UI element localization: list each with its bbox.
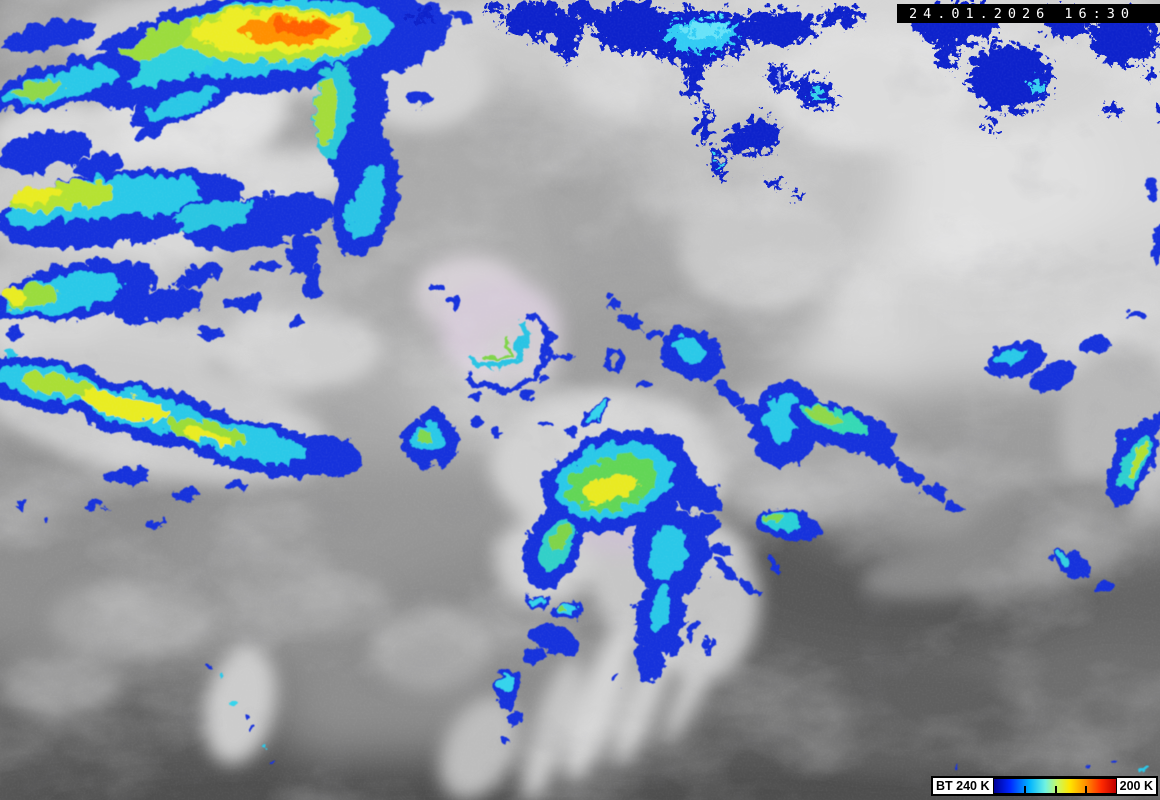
bt-legend: BT 240 K 200 K [931, 776, 1158, 796]
timestamp-text: 24.01.2026 16:30 [909, 5, 1136, 22]
timestamp-overlay: 24.01.2026 16:30 [897, 4, 1160, 23]
bt-legend-min-label: BT 240 K [936, 778, 990, 793]
bt-colorbar-tick [1085, 786, 1088, 793]
bt-colorbar [992, 778, 1117, 794]
bt-legend-max-label: 200 K [1119, 778, 1153, 793]
bt-colorbar-tick [1054, 786, 1057, 793]
bt-colorbar-tick [1024, 786, 1027, 793]
